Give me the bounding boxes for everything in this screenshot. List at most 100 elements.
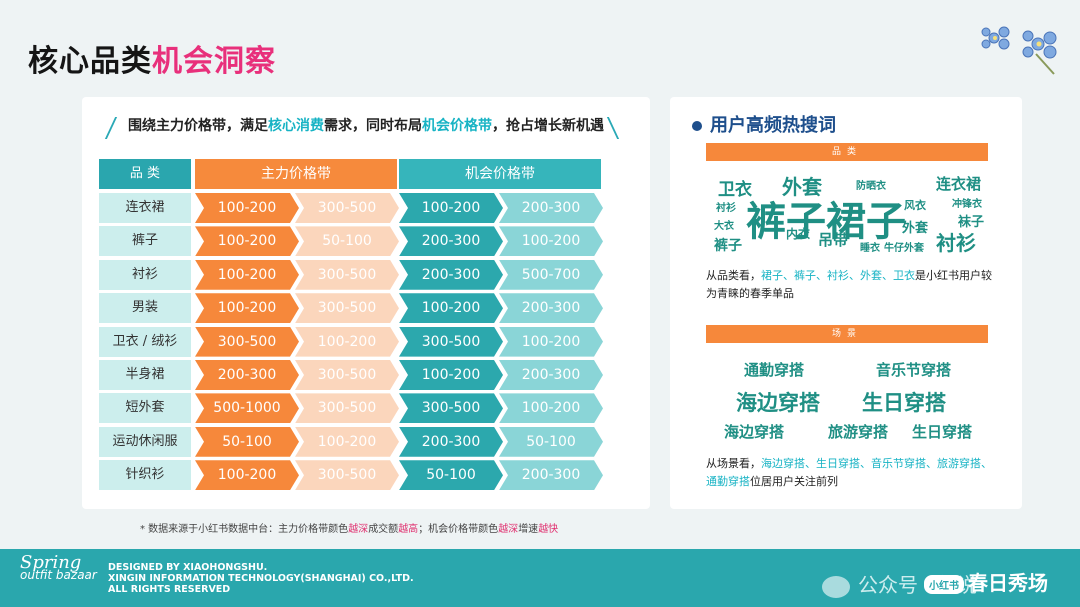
category-cell: 运动休闲服: [99, 426, 191, 457]
header-main-band: 主力价格带: [195, 159, 397, 189]
title-part-2: 机会洞察: [152, 44, 276, 79]
main-band-secondary-cell: 300-500: [295, 460, 399, 490]
main-band-primary-cell: 100-200: [195, 226, 299, 256]
opportunity-band-primary-cell: 300-500: [399, 327, 503, 357]
category-cell: 裤子: [99, 226, 191, 257]
hot-search-title: 用户高频热搜词: [692, 111, 836, 137]
scene-word-cloud: 通勤穿搭 音乐节穿搭 海边穿搭 生日穿搭 海边穿搭 旅游穿搭 生日穿搭: [706, 353, 988, 449]
wechat-icon: [822, 575, 850, 598]
price-band-card: 围绕主力价格带，满足核心消费需求，同时布局机会价格带，抢占增长新机遇 品 类 主…: [82, 97, 650, 509]
main-band-secondary-cell: 50-100: [295, 226, 399, 256]
opportunity-band-primary-cell: 300-500: [399, 393, 503, 423]
category-cell: 衬衫: [99, 259, 191, 290]
opportunity-band-secondary-cell: 100-200: [499, 327, 603, 357]
cloud-word: 海边穿搭: [724, 423, 785, 441]
table-row: 衬衫 100-200 300-500 200-300 500-700: [99, 259, 605, 290]
cloud-word: 裤子: [714, 238, 742, 254]
cloud-word: 袜子: [958, 215, 985, 230]
main-band-primary-cell: 500-1000: [195, 393, 299, 423]
page-title: 核心品类机会洞察: [28, 36, 276, 80]
cloud-word: 吊带: [818, 231, 849, 249]
category-cell: 半身裙: [99, 360, 191, 390]
scene-note: 从场景看，海边穿搭、生日穿搭、音乐节穿搭、旅游穿搭、通勤穿搭位居用户关注前列: [706, 457, 992, 488]
main-band-secondary-cell: 300-500: [295, 260, 399, 290]
cloud-word: 牛仔外套: [884, 243, 924, 254]
main-band-secondary-cell: 300-500: [295, 360, 399, 390]
table-header-row: 品 类 主力价格带 机会价格带: [99, 159, 605, 189]
cloud-word: 生日穿搭: [912, 423, 973, 441]
credits: DESIGNED BY XIAOHONGSHU. XINGIN INFORMAT…: [108, 562, 414, 595]
cloud-word: 衬衫: [936, 231, 976, 255]
opportunity-band-primary-cell: 200-300: [399, 260, 503, 290]
flower-decoration-icon: [981, 26, 1057, 75]
cloud-word: 外套: [902, 221, 929, 236]
opportunity-band-primary-cell: 100-200: [399, 193, 503, 223]
main-band-primary-cell: 100-200: [195, 260, 299, 290]
table-row: 短外套 500-1000 300-500 300-500 100-200: [99, 393, 605, 424]
cloud-word: 冲锋衣: [952, 199, 982, 210]
table-row: 男装 100-200 300-500 100-200 200-300: [99, 293, 605, 324]
main-band-secondary-cell: 300-500: [295, 393, 399, 423]
opportunity-band-secondary-cell: 50-100: [499, 427, 603, 457]
cloud-word: 音乐节穿搭: [876, 361, 952, 379]
cloud-word: 大衣: [714, 221, 734, 232]
main-band-secondary-cell: 300-500: [295, 193, 399, 223]
opportunity-band-primary-cell: 200-300: [399, 427, 503, 457]
opportunity-band-primary-cell: 100-200: [399, 293, 503, 323]
cloud-word: 防晒衣: [856, 181, 886, 192]
cloud-word: 通勤穿搭: [744, 361, 805, 379]
table-row: 裤子 100-200 50-100 200-300 100-200: [99, 226, 605, 257]
opportunity-band-secondary-cell: 200-300: [499, 360, 603, 390]
footer-bar: Spring outfit bazaar DESIGNED BY XIAOHON…: [0, 549, 1080, 607]
main-band-primary-cell: 100-200: [195, 460, 299, 490]
brand-mark: 小红书 春日秀场: [924, 567, 1048, 596]
category-cell: 短外套: [99, 393, 191, 424]
table-row: 卫衣 / 绒衫 300-500 100-200 300-500 100-200: [99, 326, 605, 357]
main-band-primary-cell: 50-100: [195, 427, 299, 457]
category-band: 品类: [706, 143, 988, 161]
category-cell: 连衣裙: [99, 193, 191, 223]
cloud-word: 外套: [782, 175, 822, 199]
category-cell: 卫衣 / 绒衫: [99, 326, 191, 357]
main-band-primary-cell: 100-200: [195, 193, 299, 223]
opportunity-band-primary-cell: 50-100: [399, 460, 503, 490]
opportunity-band-primary-cell: 100-200: [399, 360, 503, 390]
cloud-word: 海边穿搭: [736, 391, 820, 415]
hot-search-card: 用户高频热搜词 品类 卫衣 外套 连衣裙 防晒衣 衬衫 裤子裙子 风衣 冲锋衣 大衣 外套 袜子 内衣…: [670, 97, 1022, 509]
category-word-cloud: 卫衣 外套 连衣裙 防晒衣 衬衫 裤子裙子 风衣 冲锋衣 大衣 外套 袜子 内衣 吊带 衬衫 裤子 睡衣 牛仔外…: [706, 163, 988, 263]
opportunity-band-secondary-cell: 500-700: [499, 260, 603, 290]
main-band-secondary-cell: 100-200: [295, 327, 399, 357]
cloud-word: 衬衫: [716, 203, 736, 214]
cloud-word: 裤子裙子: [746, 199, 906, 245]
table-row: 运动休闲服 50-100 100-200 200-300 50-100: [99, 426, 605, 457]
main-band-secondary-cell: 300-500: [295, 293, 399, 323]
scene-band: 场景: [706, 325, 988, 343]
title-part-1: 核心品类: [28, 44, 152, 79]
header-category: 品 类: [99, 159, 191, 189]
cloud-word: 连衣裙: [936, 175, 982, 193]
category-cell: 针织衫: [99, 460, 191, 491]
table-row: 针织衫 100-200 300-500 50-100 200-300: [99, 460, 605, 491]
opportunity-band-secondary-cell: 200-300: [499, 193, 603, 223]
data-source-footnote: * 数据来源于小红书数据中台：主力价格带颜色越深成交额越高；机会价格带颜色越深增…: [140, 524, 559, 535]
opportunity-band-secondary-cell: 100-200: [499, 393, 603, 423]
price-band-headline: 围绕主力价格带，满足核心消费需求，同时布局机会价格带，抢占增长新机遇: [128, 118, 604, 134]
spring-logo: Spring outfit bazaar: [20, 552, 97, 582]
main-band-secondary-cell: 100-200: [295, 427, 399, 457]
cloud-word: 睡衣: [860, 243, 880, 254]
cloud-word: 卫衣: [718, 180, 752, 200]
opportunity-band-primary-cell: 200-300: [399, 226, 503, 256]
opportunity-band-secondary-cell: 200-300: [499, 293, 603, 323]
cloud-word: 内衣: [786, 227, 811, 241]
category-cell: 男装: [99, 293, 191, 324]
opportunity-band-secondary-cell: 200-300: [499, 460, 603, 490]
main-band-primary-cell: 300-500: [195, 327, 299, 357]
cloud-word: 生日穿搭: [862, 391, 946, 415]
table-row: 连衣裙 100-200 300-500 100-200 200-300: [99, 193, 605, 223]
category-note: 从品类看，裙子、裤子、衬衫、外套、卫衣是小红书用户较为青睐的春季单品: [706, 269, 992, 300]
opportunity-band-secondary-cell: 100-200: [499, 226, 603, 256]
table-row: 半身裙 200-300 300-500 100-200 200-300: [99, 360, 605, 390]
cloud-word: 旅游穿搭: [828, 423, 889, 441]
main-band-primary-cell: 100-200: [195, 293, 299, 323]
header-opportunity-band: 机会价格带: [399, 159, 601, 189]
